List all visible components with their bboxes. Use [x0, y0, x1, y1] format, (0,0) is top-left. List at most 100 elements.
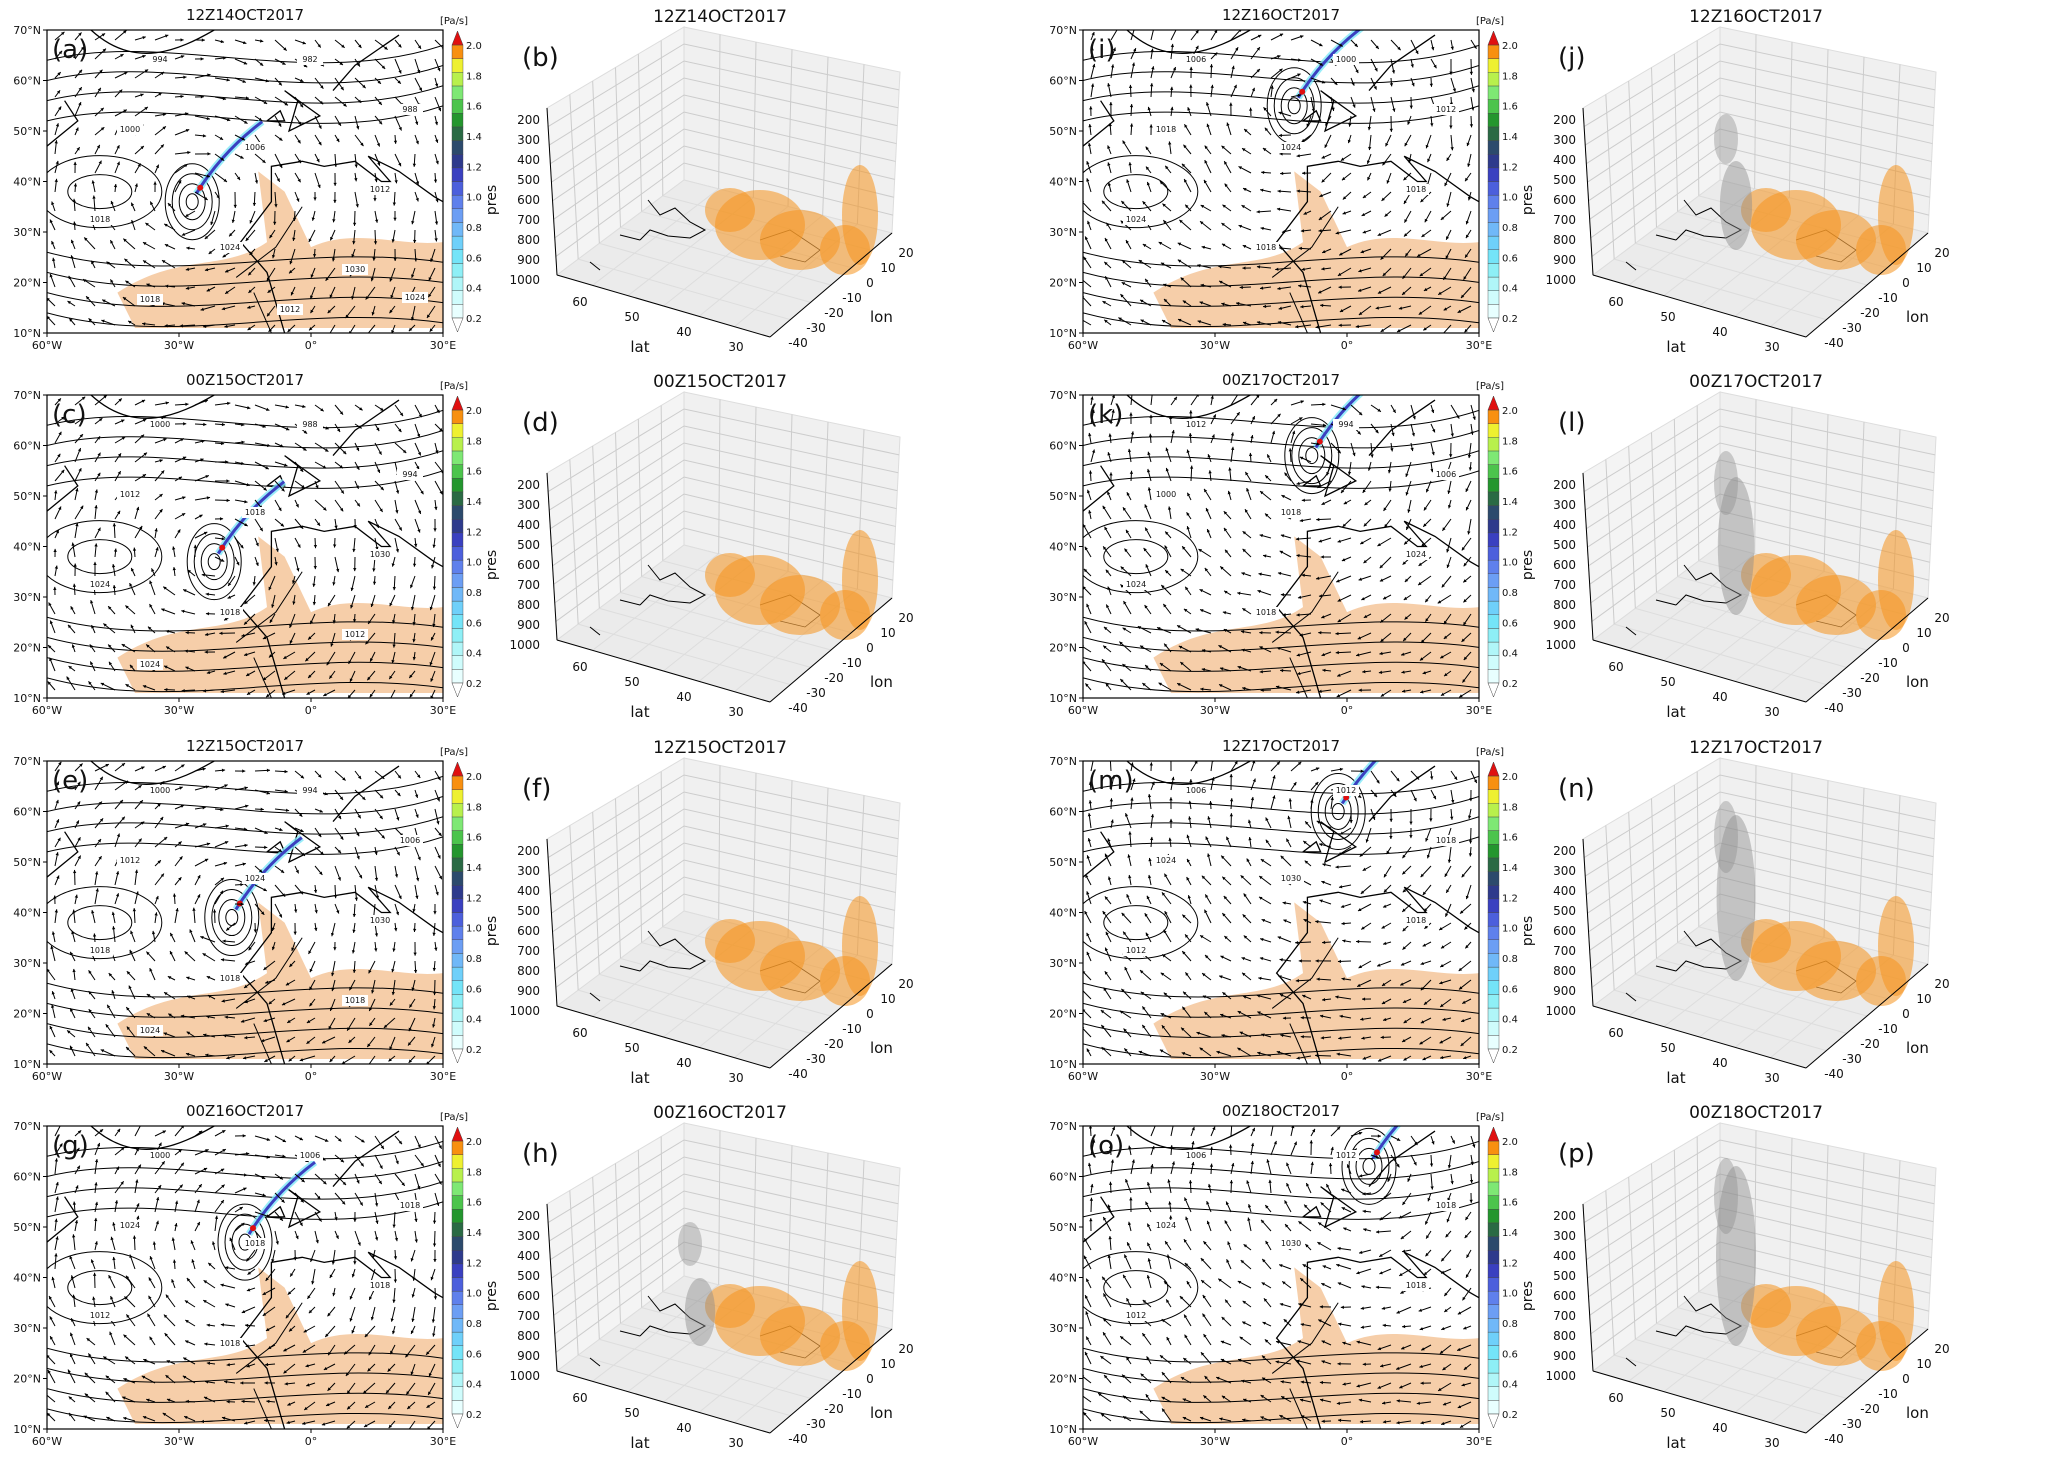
wind-arrowhead [426, 1351, 430, 1355]
colorbar-swatch [1487, 532, 1500, 547]
wind-arrowhead [284, 676, 288, 680]
wind-arrowhead [198, 1130, 203, 1134]
contour-label-bg [1403, 549, 1429, 560]
wind-arrowhead [1151, 389, 1154, 392]
wind-arrowhead [243, 1173, 248, 1177]
wind-arrowhead [164, 687, 168, 692]
wind-arrowhead [246, 672, 250, 676]
wind-arrowhead [1182, 546, 1186, 550]
lon-axis-label: lon [870, 1039, 893, 1057]
wind-arrowhead [432, 544, 436, 548]
isobar-contour [186, 523, 242, 601]
wind-arrowhead [1372, 108, 1376, 112]
wind-arrowhead [253, 929, 257, 933]
grid-line [569, 94, 579, 260]
wind-arrowhead [1159, 181, 1164, 185]
wind-arrowhead [1377, 408, 1381, 412]
grid-line [1584, 60, 1935, 146]
wind-arrowhead [202, 134, 207, 138]
pres-axis [546, 1203, 558, 1372]
wind-arrowhead [438, 875, 442, 880]
wind-arrowhead [248, 946, 252, 951]
coastline [589, 199, 707, 271]
lat-tick-label: 50 [1660, 675, 1675, 689]
pres-tick-label: 700 [517, 1309, 540, 1323]
lon-tick-label: -40 [788, 1067, 808, 1081]
wind-arrowhead [180, 94, 184, 99]
wind-arrowhead [379, 815, 383, 820]
wind-arrowhead [266, 277, 270, 282]
lat-tick-label: 60 [572, 295, 587, 309]
wind-arrowhead [278, 507, 282, 511]
wind-arrowhead [258, 117, 263, 121]
wind-arrowhead [1440, 655, 1444, 659]
wind-arrowhead [429, 328, 433, 332]
wind-arrowhead [1104, 319, 1108, 323]
wind-vector [1210, 761, 1213, 772]
wind-arrowhead [1257, 34, 1262, 38]
wind-arrowhead [300, 1199, 304, 1203]
lat-axis [556, 1370, 771, 1434]
wind-arrowhead [145, 222, 149, 227]
wind-arrowhead [160, 144, 164, 148]
contour-label: 1018 [345, 996, 365, 1005]
wind-arrowhead [1443, 635, 1448, 639]
wind-arrowhead [134, 183, 138, 187]
colorbar-swatch [451, 953, 464, 968]
wind-arrowhead [1338, 285, 1342, 289]
wind-arrowhead [248, 289, 252, 293]
lat-axis-label: lat [630, 338, 649, 356]
contour-label: 1024 [1406, 550, 1426, 559]
wind-arrowhead [180, 1126, 184, 1129]
wind-arrowhead [1126, 179, 1130, 183]
wind-arrowhead [328, 1351, 332, 1356]
pres-tick-label: 600 [517, 558, 540, 572]
wind-arrowhead [135, 1147, 139, 1152]
wind-arrowhead [205, 612, 210, 616]
wind-arrowhead [75, 1185, 79, 1189]
isobar-contour [47, 44, 443, 64]
wind-arrowhead [165, 1375, 169, 1379]
wind-arrowhead [1205, 508, 1209, 512]
wind-arrowhead [1467, 196, 1472, 201]
lon-tick-label: -10 [842, 291, 862, 305]
wind-arrowhead [1179, 219, 1183, 224]
wind-arrowhead [125, 1356, 129, 1360]
wind-arrowhead [286, 1039, 290, 1043]
wind-arrowhead [88, 1353, 92, 1357]
wind-arrowhead [1229, 102, 1233, 106]
grid-line [553, 493, 895, 585]
wind-arrowhead [329, 1274, 333, 1279]
wind-arrowhead [1299, 35, 1304, 39]
colorbar-swatch [451, 1372, 464, 1387]
wind-arrowhead [276, 178, 280, 182]
lat-tick-label: 10°N [1049, 692, 1077, 705]
wind-arrowhead [1221, 243, 1226, 247]
wind-arrowhead [224, 1015, 228, 1019]
omega-max [1316, 438, 1323, 445]
colorbar-tick-label: 0.4 [466, 649, 482, 660]
wind-vector [390, 689, 396, 698]
wind-arrowhead [428, 1391, 432, 1395]
aerosol-plume [1796, 210, 1876, 270]
wind-arrowhead [179, 324, 183, 328]
wind-arrowhead [1410, 64, 1414, 68]
grid-line [550, 77, 898, 165]
wind-arrowhead [1425, 144, 1429, 149]
wind-arrowhead [386, 1389, 390, 1394]
wind-arrowhead [241, 423, 245, 427]
wind-arrowhead [320, 85, 324, 89]
wind-arrowhead [70, 988, 74, 992]
wind-arrowhead [359, 1202, 363, 1206]
wind-arrowhead [146, 644, 150, 648]
wind-arrowhead [1421, 233, 1425, 237]
wind-arrowhead [225, 460, 229, 464]
aerosol-plume [820, 590, 870, 640]
isobar-contour [47, 155, 163, 229]
wind-arrowhead [312, 601, 317, 606]
wind-arrowhead [389, 675, 393, 680]
wind-arrowhead [1129, 470, 1134, 474]
wind-arrowhead [1160, 262, 1165, 266]
wind-arrowhead [436, 409, 440, 413]
wind-arrowhead [204, 268, 209, 272]
